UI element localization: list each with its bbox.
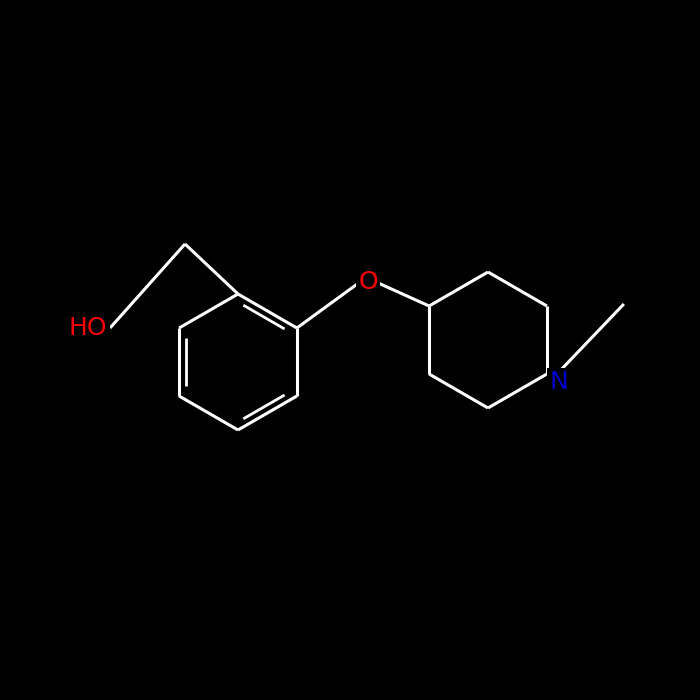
- Text: N: N: [550, 370, 568, 394]
- Text: O: O: [358, 270, 378, 294]
- Text: HO: HO: [69, 316, 107, 340]
